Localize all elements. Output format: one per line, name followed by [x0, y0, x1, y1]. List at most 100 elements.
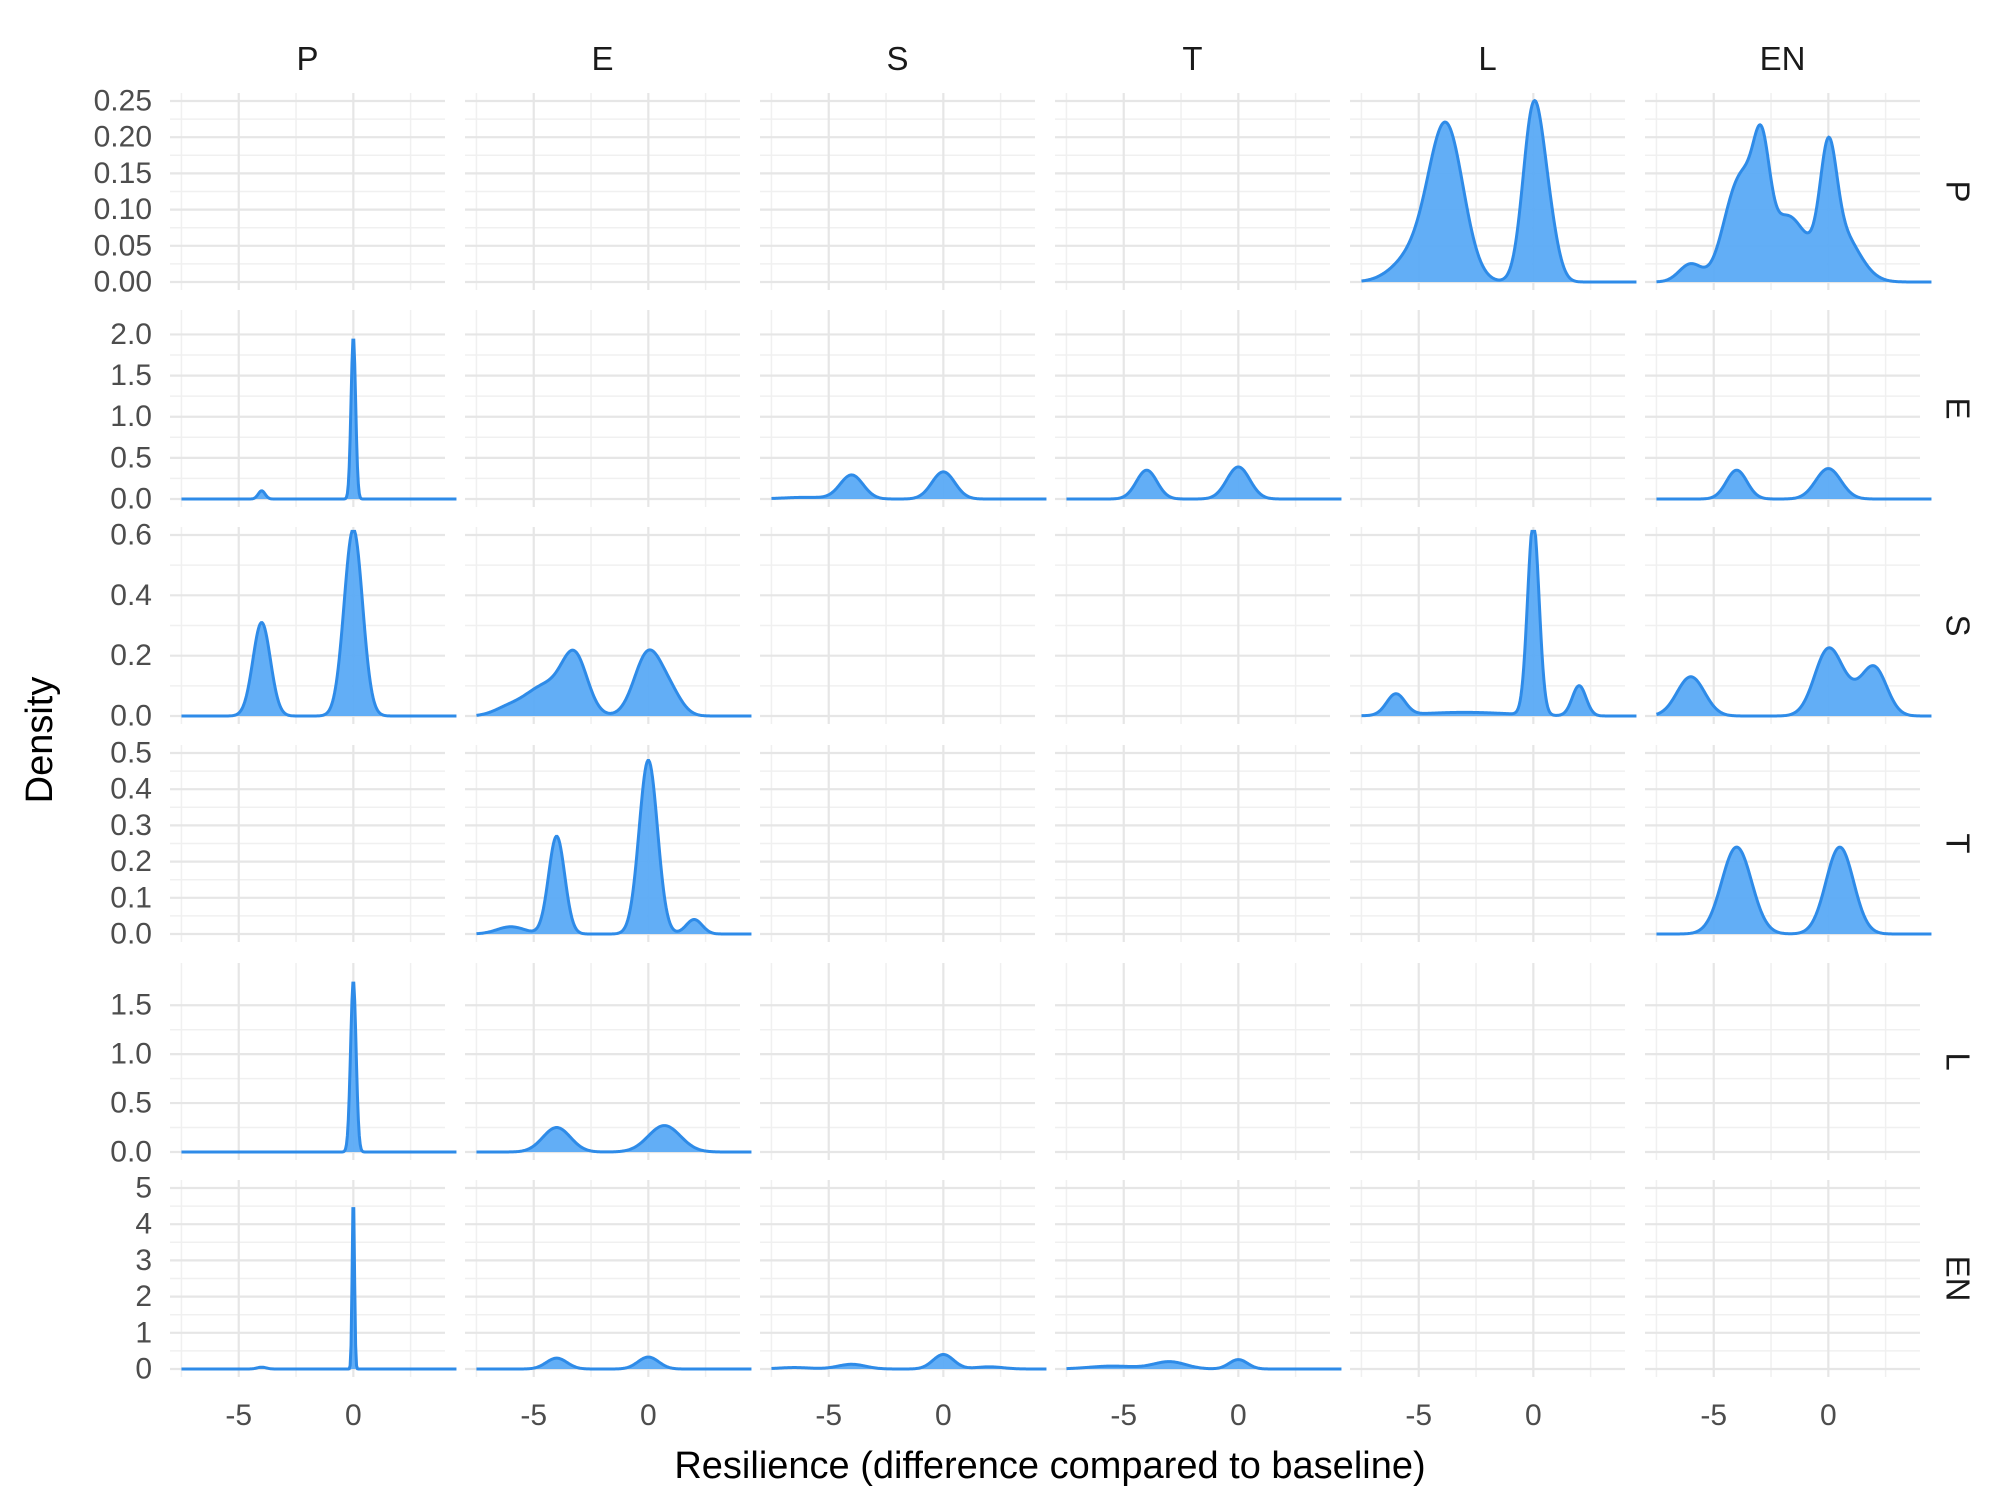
facet-panel [1645, 963, 1920, 1160]
x-tick-label: -5 [1110, 1399, 1137, 1432]
facet-panel [170, 1180, 457, 1377]
facet-panel [170, 527, 457, 724]
density-area [1066, 466, 1342, 499]
col-strip-label: T [1182, 40, 1202, 77]
y-tick-label: 1.0 [110, 400, 152, 433]
x-tick-label: 0 [640, 1399, 657, 1432]
x-tick-label: 0 [1820, 1399, 1837, 1432]
density-area [476, 1357, 752, 1369]
density-line [181, 1207, 457, 1371]
facet-panel [1055, 745, 1330, 942]
density-line [181, 981, 457, 1154]
facet-panel [465, 93, 740, 290]
facet-panel [465, 527, 752, 724]
facet-panel [465, 310, 740, 507]
facet-panel [1055, 963, 1330, 1160]
y-tick-label: 4 [135, 1208, 152, 1241]
x-tick-label: 0 [935, 1399, 952, 1432]
y-tick-label: 0.6 [110, 519, 152, 552]
facet-panel [465, 1180, 752, 1377]
y-axis-title: Density [19, 677, 61, 804]
density-area [1361, 100, 1637, 282]
y-tick-label: 1.0 [110, 1038, 152, 1071]
facet-panel [170, 310, 457, 507]
density-line [181, 338, 457, 501]
density-area [1656, 468, 1932, 499]
density-line [1066, 465, 1342, 501]
facet-panel [1645, 93, 1932, 290]
x-tick-label: 0 [1525, 1399, 1542, 1432]
x-tick-label: -5 [1700, 1399, 1727, 1432]
facet-panel [760, 310, 1047, 507]
facet-panel [1350, 1180, 1625, 1377]
y-tick-label: 0.5 [110, 441, 152, 474]
facet-panel [1350, 93, 1637, 290]
y-tick-label: 5 [135, 1172, 152, 1205]
facet-panel [1350, 963, 1625, 1160]
y-tick-label: 0.00 [94, 266, 152, 299]
y-tick-label: 0.2 [110, 639, 152, 672]
y-tick-label: 0.4 [110, 579, 152, 612]
row-strip-label: E [1939, 397, 1976, 419]
y-tick-label: 0.25 [94, 85, 152, 118]
density-area [181, 983, 457, 1152]
facet-panel [1645, 527, 1932, 724]
density-line [1656, 845, 1932, 936]
x-axis-title: Resilience (difference compared to basel… [674, 1445, 1425, 1487]
density-line [1656, 467, 1932, 501]
row-strip-label: P [1939, 180, 1976, 202]
density-area [1656, 847, 1932, 934]
density-area [181, 1208, 457, 1369]
density-line [476, 758, 752, 936]
facet-panel [1055, 310, 1342, 507]
density-area [476, 1125, 752, 1152]
facet-panel [760, 1180, 1047, 1377]
facet-panel [1645, 1180, 1920, 1377]
y-tick-label: 0.0 [110, 918, 152, 951]
density-area [1656, 124, 1932, 282]
col-strip-label: P [296, 40, 318, 77]
facet-panel [760, 93, 1035, 290]
density-line [771, 1353, 1047, 1371]
density-line [181, 529, 457, 718]
y-tick-label: 0.20 [94, 121, 152, 154]
density-area [476, 760, 752, 934]
facet-panel [465, 963, 752, 1160]
y-tick-label: 1.5 [110, 359, 152, 392]
density-area [476, 649, 752, 716]
facet-panel [1350, 527, 1637, 724]
y-tick-label: 0.4 [110, 773, 152, 806]
y-tick-label: 0.10 [94, 193, 152, 226]
x-tick-label: -5 [1405, 1399, 1432, 1432]
y-tick-label: 1.5 [110, 989, 152, 1022]
y-tick-label: 0 [135, 1353, 152, 1386]
facet-panel [760, 963, 1035, 1160]
facet-panel [1055, 1180, 1342, 1377]
density-area [1656, 647, 1932, 716]
density-line [771, 470, 1047, 501]
y-tick-label: 0.0 [110, 1136, 152, 1169]
y-tick-label: 0.1 [110, 881, 152, 914]
facet-panel [465, 745, 752, 942]
y-tick-label: 0.5 [110, 1087, 152, 1120]
density-area [1361, 531, 1637, 716]
x-tick-label: 0 [345, 1399, 362, 1432]
density-line [476, 1124, 752, 1154]
y-tick-label: 2.0 [110, 318, 152, 351]
facet-panel [1055, 527, 1330, 724]
col-strip-label: S [886, 40, 908, 77]
density-line [1361, 529, 1637, 718]
y-tick-label: 2 [135, 1280, 152, 1313]
density-area [181, 340, 457, 499]
y-tick-label: 0.15 [94, 157, 152, 190]
row-strip-label: T [1939, 833, 1976, 853]
density-line [1656, 123, 1932, 284]
facet-panel [1645, 310, 1932, 507]
density-line [1655, 646, 1932, 718]
row-strip-label: EN [1939, 1256, 1976, 1302]
facet-panel [170, 963, 457, 1160]
y-tick-label: 0.05 [94, 229, 152, 262]
x-tick-label: -5 [520, 1399, 547, 1432]
x-tick-label: -5 [815, 1399, 842, 1432]
